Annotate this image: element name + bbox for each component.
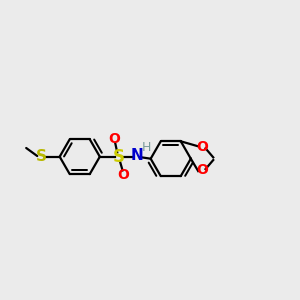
Text: O: O xyxy=(117,168,129,182)
Text: N: N xyxy=(131,148,144,163)
Text: O: O xyxy=(196,164,208,177)
Text: O: O xyxy=(196,140,208,154)
Text: S: S xyxy=(35,149,46,164)
Text: S: S xyxy=(112,148,124,166)
Text: O: O xyxy=(108,132,120,145)
Text: H: H xyxy=(141,142,151,154)
